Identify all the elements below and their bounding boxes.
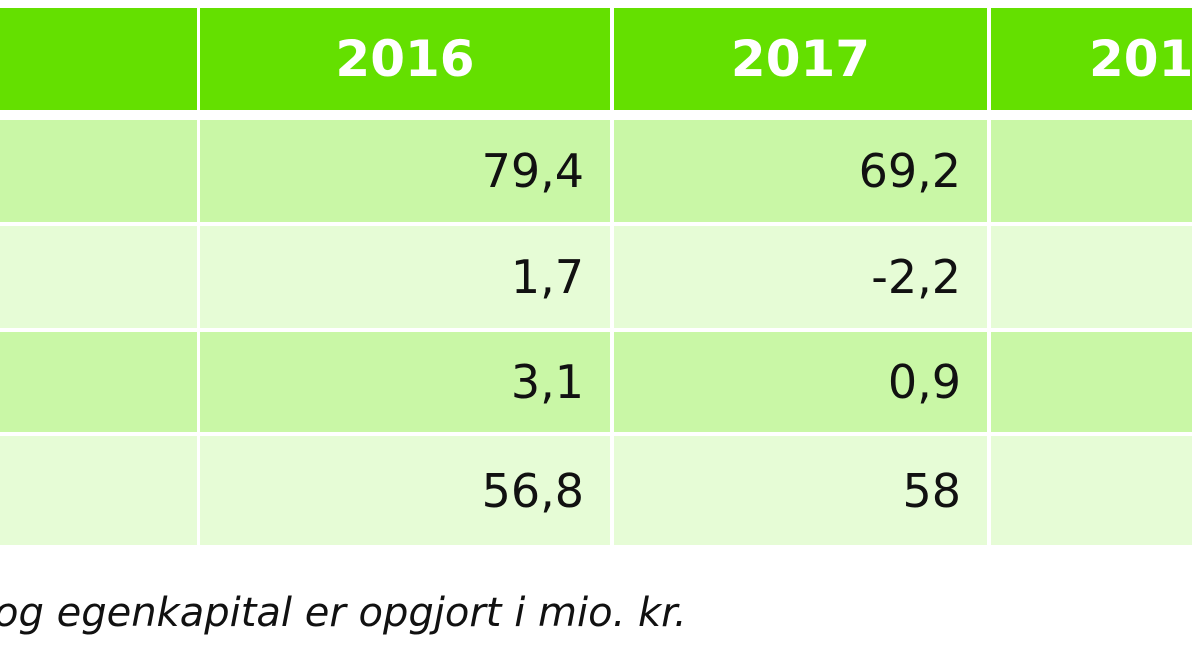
value-cell: [991, 332, 1192, 432]
value-cell: 3,1: [200, 332, 610, 432]
value-cell: 69,2: [614, 120, 987, 222]
row-label-cell: [0, 436, 197, 545]
column-header: 201: [991, 8, 1192, 110]
value-cell: 56,8: [200, 436, 610, 545]
value-cell: [991, 436, 1192, 545]
value-cell: [991, 226, 1192, 328]
value-cell: 79,4: [200, 120, 610, 222]
row-label-cell: [0, 332, 197, 432]
value-cell: 58: [614, 436, 987, 545]
row-label-cell: [0, 226, 197, 328]
footnote: og egenkapital er opgjort i mio. kr.: [0, 590, 687, 636]
row-label-cell: [0, 120, 197, 222]
value-cell: 0,9: [614, 332, 987, 432]
header-cell: [0, 8, 197, 110]
column-header: 2016: [200, 8, 610, 110]
value-cell: -2,2: [614, 226, 987, 328]
value-cell: [991, 120, 1192, 222]
column-header: 2017: [614, 8, 987, 110]
value-cell: 1,7: [200, 226, 610, 328]
